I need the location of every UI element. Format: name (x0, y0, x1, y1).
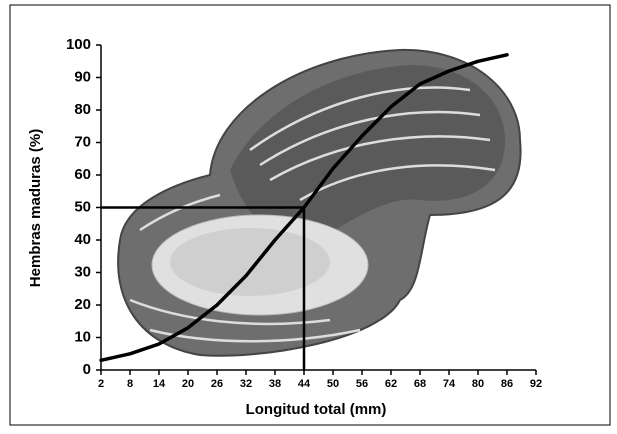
x-tick-label: 2 (98, 378, 104, 390)
x-tick-label: 86 (501, 378, 513, 390)
x-tick-label: 8 (127, 378, 133, 390)
x-tick-label: 62 (385, 378, 397, 390)
y-tick-label: 100 (66, 36, 91, 53)
y-tick-label: 50 (74, 198, 91, 215)
y-tick-label: 0 (83, 361, 91, 378)
x-tick-label: 80 (472, 378, 484, 390)
x-tick-label: 26 (211, 378, 223, 390)
x-tick-label: 68 (414, 378, 426, 390)
y-tick-label: 70 (74, 133, 91, 150)
x-tick-label: 74 (443, 378, 456, 390)
background-shell (117, 48, 522, 357)
x-tick-label: 44 (298, 378, 311, 390)
line-series (99, 53, 509, 363)
x-tick-label: 32 (240, 378, 252, 390)
y-tick-label: 30 (74, 263, 91, 280)
y-tick-label: 10 (74, 328, 91, 345)
x-tick-label: 20 (182, 378, 194, 390)
y-tick-label: 60 (74, 166, 91, 183)
x-tick-label: 38 (269, 378, 281, 390)
y-axis-title: Hembras maduras (%) (27, 129, 44, 287)
frame (9, 4, 611, 426)
y-tick-label: 40 (74, 231, 91, 248)
x-axis-title: Longitud total (mm) (246, 401, 387, 418)
x-tick-label: 92 (530, 378, 542, 390)
y-tick-label: 20 (74, 296, 91, 313)
x-tick-label: 50 (327, 378, 339, 390)
x-tick-label: 14 (153, 378, 166, 390)
y-tick-label: 90 (74, 68, 91, 85)
y-tick-label: 80 (74, 101, 91, 118)
x-tick-label: 56 (356, 378, 368, 390)
